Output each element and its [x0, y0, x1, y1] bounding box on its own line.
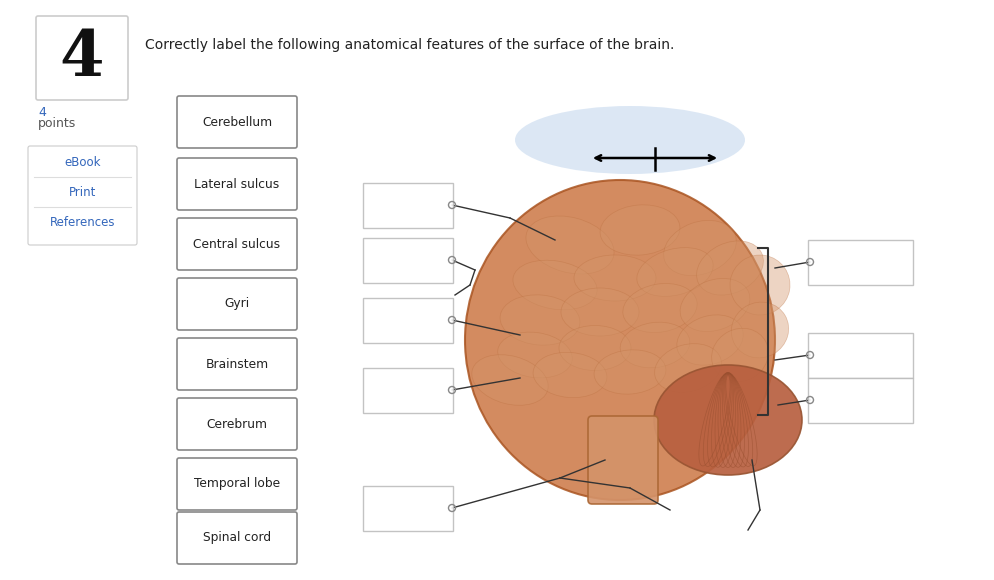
Ellipse shape: [526, 216, 614, 274]
Ellipse shape: [697, 241, 763, 295]
FancyBboxPatch shape: [588, 416, 658, 504]
FancyBboxPatch shape: [807, 378, 912, 422]
Ellipse shape: [561, 288, 639, 336]
Ellipse shape: [677, 315, 744, 365]
FancyBboxPatch shape: [363, 183, 453, 227]
Text: Cerebrum: Cerebrum: [207, 418, 267, 430]
Ellipse shape: [620, 322, 690, 368]
FancyBboxPatch shape: [177, 278, 297, 330]
Text: 4: 4: [60, 27, 104, 89]
FancyBboxPatch shape: [807, 240, 912, 285]
Ellipse shape: [732, 302, 788, 358]
Text: Central sulcus: Central sulcus: [194, 237, 280, 251]
FancyBboxPatch shape: [807, 332, 912, 378]
Text: points: points: [38, 118, 77, 130]
FancyBboxPatch shape: [177, 158, 297, 210]
FancyBboxPatch shape: [36, 16, 128, 100]
FancyBboxPatch shape: [177, 512, 297, 564]
Text: Gyri: Gyri: [225, 298, 249, 310]
FancyBboxPatch shape: [177, 398, 297, 450]
FancyBboxPatch shape: [363, 237, 453, 282]
FancyBboxPatch shape: [177, 458, 297, 510]
Ellipse shape: [600, 205, 680, 255]
Text: Correctly label the following anatomical features of the surface of the brain.: Correctly label the following anatomical…: [145, 38, 674, 52]
FancyBboxPatch shape: [28, 146, 137, 245]
Ellipse shape: [654, 365, 802, 475]
Ellipse shape: [623, 284, 697, 332]
Text: Cerebellum: Cerebellum: [202, 115, 272, 129]
Ellipse shape: [730, 255, 790, 315]
FancyBboxPatch shape: [363, 298, 453, 343]
Ellipse shape: [533, 353, 607, 398]
Ellipse shape: [574, 255, 656, 301]
Ellipse shape: [712, 328, 768, 382]
FancyBboxPatch shape: [177, 338, 297, 390]
Ellipse shape: [559, 325, 631, 371]
Ellipse shape: [513, 260, 597, 310]
Ellipse shape: [465, 180, 775, 500]
Ellipse shape: [515, 106, 745, 174]
Ellipse shape: [680, 278, 749, 332]
Ellipse shape: [498, 332, 573, 378]
Ellipse shape: [664, 220, 737, 276]
FancyBboxPatch shape: [177, 96, 297, 148]
Ellipse shape: [472, 355, 548, 405]
Text: Brainstem: Brainstem: [206, 357, 268, 371]
FancyBboxPatch shape: [177, 218, 297, 270]
Ellipse shape: [637, 248, 713, 296]
FancyBboxPatch shape: [363, 368, 453, 412]
Ellipse shape: [655, 344, 722, 392]
Text: Temporal lobe: Temporal lobe: [194, 477, 280, 491]
Text: eBook: eBook: [65, 157, 100, 169]
Text: Lateral sulcus: Lateral sulcus: [195, 177, 279, 190]
FancyBboxPatch shape: [363, 485, 453, 531]
Text: Print: Print: [69, 187, 96, 200]
Text: 4: 4: [38, 106, 46, 118]
Ellipse shape: [500, 295, 580, 345]
Ellipse shape: [594, 350, 666, 394]
Text: References: References: [50, 216, 115, 229]
Text: Spinal cord: Spinal cord: [203, 531, 271, 545]
